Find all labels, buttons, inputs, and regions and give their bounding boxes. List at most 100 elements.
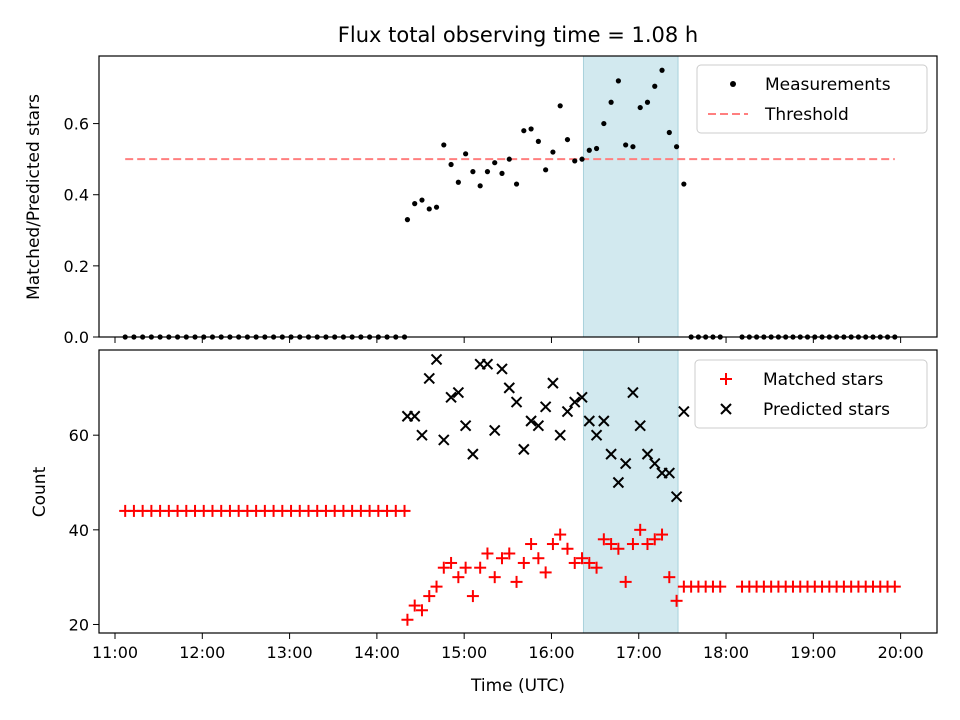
measurement-point [441,142,447,148]
legend-measurements-label: Measurements [765,75,891,95]
matched-star-point [626,538,639,551]
top-legend-box [696,64,928,134]
x-tick-label: 14:00 [354,643,400,662]
measurement-point [455,179,461,185]
measurement-point [477,183,483,189]
predicted-star-point [539,401,552,413]
bottom-panel: 20 40 60 11:00 12:00 13:00 14:00 15:00 16:00 17:… [30,349,938,696]
predicted-star-point [576,391,588,404]
measurement-point [412,201,418,207]
top-x-ticks [114,337,902,343]
matched-star-point [445,556,458,569]
y-tick-label: 0.4 [64,186,89,205]
y-tick-label: 0.6 [64,115,89,134]
y-tick-label: 20 [69,615,89,634]
matched-star-point [398,504,411,517]
x-tick-label: 15:00 [441,643,487,662]
legend-matched-label: Matched stars [763,370,883,390]
bottom-axes-frame [98,349,938,634]
x-tick-label: 17:00 [616,643,662,662]
matched-star-point [452,571,465,584]
matched-star-point [481,547,494,560]
highlight-span-rect [582,349,679,634]
measurement-point [681,181,687,187]
matched-star-point [590,561,603,574]
matched-star-point [474,561,487,574]
x-axis-label: Time (UTC) [470,676,565,696]
matched-star-point [532,552,545,565]
predicted-star-point [518,443,530,456]
predicted-star-point [598,415,610,427]
predicted-star-point [525,415,537,427]
measurement-point [535,138,541,144]
legend-threshold-label: Threshold [764,105,849,125]
bottom-y-axis-label: Count [30,466,50,517]
bottom-x-ticks: 11:00 12:00 13:00 14:00 15:00 16:00 17:00 18:00… [92,633,924,662]
matched-star-point [510,575,523,588]
top-highlight-span [582,55,679,338]
measurement-point [630,144,636,150]
measurement-point [623,142,629,148]
matched-star-point [495,552,508,565]
bottom-y-ticks: 20 40 60 [69,426,99,634]
measurement-point [593,145,600,152]
matched-star-point [656,528,669,541]
highlight-span-rect [582,55,679,338]
predicted-star-point [532,420,545,432]
predicted-star-point [452,386,465,399]
matched-star-point [634,523,647,536]
matched-star-point [714,580,727,593]
matched-star-point [554,528,567,541]
measurement-point [586,147,592,153]
measurement-point [484,169,491,175]
measurement-point [659,67,665,73]
measurement-point [644,99,651,105]
measurement-point [419,197,425,203]
predicted-star-point [489,424,501,437]
matched-star-point [619,575,632,588]
predicted-star-point [634,420,646,432]
predicted-star-point [408,410,421,422]
matched-star-point [670,594,683,607]
matched-star-point [576,552,589,565]
predicted-star-point [670,490,683,503]
x-tick-label: 20:00 [878,643,924,662]
top-axes-frame [98,55,938,338]
measurement-point [673,144,680,150]
matched-star-point [430,580,443,593]
matched-star-point [517,556,530,569]
y-tick-label: 60 [69,426,89,445]
measurement-point [652,83,658,89]
predicted-star-point [496,363,508,375]
predicted-star-point [438,434,450,446]
predicted-star-point [503,382,515,394]
matched-star-point [539,566,552,579]
legend-matched-marker [720,373,732,385]
matched-star-point [568,556,581,569]
matched-star-point [648,533,661,546]
matched-star-point [641,538,654,551]
measurement-point [543,167,549,173]
predicted-star-point [641,448,654,460]
predicted-star-point [663,467,676,479]
measurement-point [463,151,469,157]
matched-star-point [605,538,618,551]
measurement-point [499,170,505,176]
measurement-point [528,126,534,132]
x-tick-label: 18:00 [703,643,749,662]
chart-title: Flux total observing time = 1.08 h [338,23,698,47]
measurement-point [557,103,563,109]
top-panel: 0.0 0.2 0.4 0.6 Matched/Predicted stars Mea… [24,55,938,347]
matched-star-point [437,561,450,574]
matched-star-point [488,571,501,584]
predicted-star-point [445,391,457,404]
measurement-point [404,217,411,223]
matched-star-point [415,604,428,617]
measurement-point [521,128,527,134]
matched-star-point [663,571,676,584]
x-tick-label: 19:00 [790,643,836,662]
predicted-star-point [467,448,479,460]
matched-star-point [583,556,596,569]
y-tick-label: 0.2 [64,257,89,276]
measurement-point [550,149,556,155]
